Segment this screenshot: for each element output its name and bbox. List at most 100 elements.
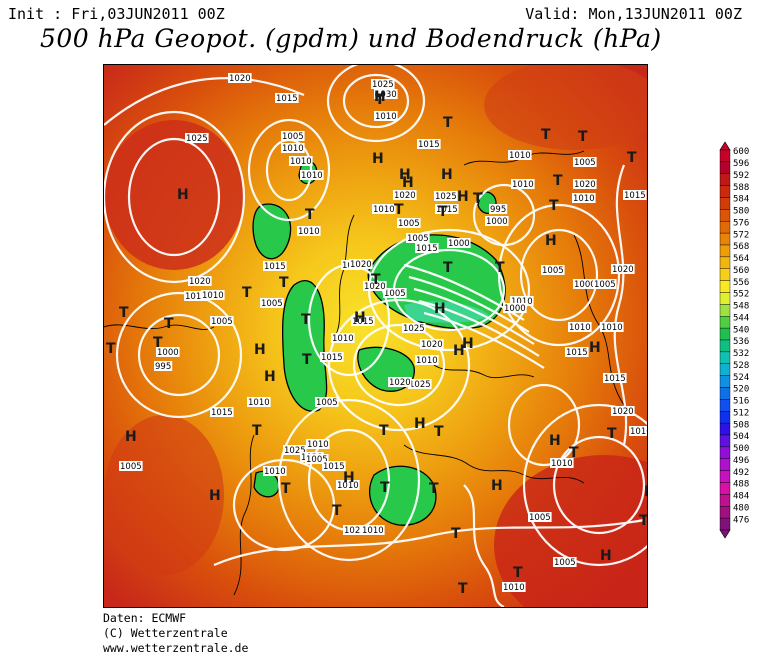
isobar bbox=[127, 137, 221, 257]
credits-data-source: Daten: ECMWF bbox=[103, 611, 187, 625]
low-pressure-marker: T bbox=[332, 503, 342, 519]
legend-label: 568 bbox=[733, 242, 749, 252]
pressure-label-text: 1010 bbox=[301, 171, 323, 181]
cold-pool-arctic bbox=[367, 234, 506, 330]
pressure-label-text: 1005 bbox=[120, 462, 142, 472]
low-pressure-marker: T bbox=[473, 191, 483, 207]
legend-label: 536 bbox=[733, 337, 749, 347]
low-pressure-marker: T bbox=[164, 316, 174, 332]
legend-swatch bbox=[719, 399, 731, 412]
legend-swatch bbox=[719, 161, 731, 174]
pressure-label: 1015 bbox=[623, 190, 647, 201]
pressure-label-bg bbox=[593, 279, 617, 289]
low-pressure-marker: T bbox=[549, 198, 559, 214]
pressure-label: 1025 bbox=[283, 445, 307, 456]
color-legend: 600 596 592 588 584 580 576 572 568 564 560 556 552 5… bbox=[718, 140, 762, 540]
pressure-label-text: 1015 bbox=[418, 140, 440, 150]
low-pressure-marker: T bbox=[541, 127, 551, 143]
isobar bbox=[519, 228, 599, 322]
legend-swatch bbox=[719, 197, 731, 210]
low-pressure-marker: T bbox=[429, 481, 439, 497]
pressure-label: 1010 bbox=[510, 296, 534, 307]
pressure-label-text: 1015 bbox=[276, 94, 298, 104]
legend-swatch bbox=[719, 363, 731, 376]
pressure-label-text: 1005 bbox=[282, 132, 304, 142]
pressure-label: 1005 bbox=[315, 397, 339, 408]
pressure-label-text: 1015 bbox=[264, 262, 286, 272]
pressure-label-bg bbox=[371, 79, 395, 89]
pressure-label-bg bbox=[315, 397, 339, 407]
high-pressure-marker: H bbox=[402, 175, 414, 191]
isobars bbox=[104, 65, 647, 607]
pressure-label-bg bbox=[275, 93, 299, 103]
pressure-label-text: 1020 bbox=[389, 378, 411, 388]
legend-label: 516 bbox=[733, 397, 749, 407]
low-pressure-marker: T bbox=[578, 129, 588, 145]
pressure-label: 1020 bbox=[573, 179, 597, 190]
pressure-label-text: 995 bbox=[490, 205, 506, 215]
pressure-label: 1005 bbox=[260, 298, 284, 309]
low-pressure-marker: T bbox=[394, 202, 404, 218]
low-pressure-marker: T bbox=[379, 423, 389, 439]
legend-swatch bbox=[719, 446, 731, 459]
pressure-label: 1010 bbox=[550, 458, 574, 469]
pressure-label-bg bbox=[603, 373, 627, 383]
warm-region-north bbox=[484, 65, 647, 150]
legend-label: 484 bbox=[733, 492, 749, 502]
pressure-label-bg bbox=[489, 204, 508, 214]
pressure-label-text: 1020 bbox=[364, 282, 386, 292]
pressure-label: 1015 bbox=[320, 352, 344, 363]
coastline-canada bbox=[104, 324, 215, 330]
legend-label: 552 bbox=[733, 290, 749, 300]
pressure-label: 1015 bbox=[603, 373, 627, 384]
pressure-label-text: 1025 bbox=[435, 192, 457, 202]
pressure-label: 1020 bbox=[388, 377, 412, 388]
pressure-label: 1005 bbox=[593, 279, 617, 290]
pressure-label: 1010 bbox=[184, 291, 208, 302]
isobar bbox=[326, 65, 426, 143]
pressure-label-bg bbox=[383, 288, 407, 298]
low-pressure-marker: T bbox=[443, 115, 453, 131]
pressure-label: 1010 bbox=[572, 193, 596, 204]
legend-label: 480 bbox=[733, 503, 749, 513]
warm-region-southwest bbox=[104, 415, 224, 575]
pressure-label: 1015 bbox=[415, 243, 439, 254]
pressure-label-bg bbox=[184, 291, 208, 301]
pressure-label: 1010 bbox=[511, 179, 535, 190]
isobar bbox=[408, 275, 530, 333]
pressure-label-bg bbox=[247, 397, 271, 407]
high-pressure-marker: H bbox=[264, 369, 276, 385]
pressure-label-text: 1020 bbox=[394, 191, 416, 201]
pressure-label: 1020 bbox=[363, 281, 387, 292]
pressure-label-bg bbox=[573, 157, 597, 167]
pressure-label-bg bbox=[210, 316, 234, 326]
high-pressure-marker: H bbox=[453, 343, 465, 359]
legend-swatch bbox=[719, 506, 731, 519]
pressure-label-bg bbox=[402, 323, 426, 333]
high-pressure-marker: H bbox=[254, 342, 266, 358]
pressure-label: 1005 bbox=[397, 218, 421, 229]
low-pressure-marker: T bbox=[302, 352, 312, 368]
credits-website: www.wetterzentrale.de bbox=[103, 641, 249, 655]
coastline-greenland bbox=[335, 214, 355, 336]
low-pressure-marker: T bbox=[252, 423, 262, 439]
legend-label: 500 bbox=[733, 444, 749, 454]
isobar bbox=[472, 183, 536, 247]
pressure-label: 1015 bbox=[275, 93, 299, 104]
isobar bbox=[352, 323, 446, 407]
pressure-label-text: 1000 bbox=[574, 280, 596, 290]
legend-label: 600 bbox=[733, 147, 749, 157]
legend-swatch bbox=[719, 458, 731, 471]
legend-swatch bbox=[719, 256, 731, 269]
legend-label: 548 bbox=[733, 302, 749, 312]
pressure-label-bg bbox=[281, 131, 305, 141]
high-pressure-marker: H bbox=[374, 89, 386, 105]
pressure-label-text: 1010 bbox=[202, 291, 224, 301]
pressure-label: 1010 bbox=[568, 322, 592, 333]
pressure-label-text: 1005 bbox=[594, 280, 616, 290]
legend-swatch bbox=[719, 422, 731, 436]
pressure-label-bg bbox=[336, 480, 360, 490]
pressure-label-bg bbox=[260, 298, 284, 308]
pressure-label-bg bbox=[408, 379, 432, 389]
legend-label: 492 bbox=[733, 468, 749, 478]
